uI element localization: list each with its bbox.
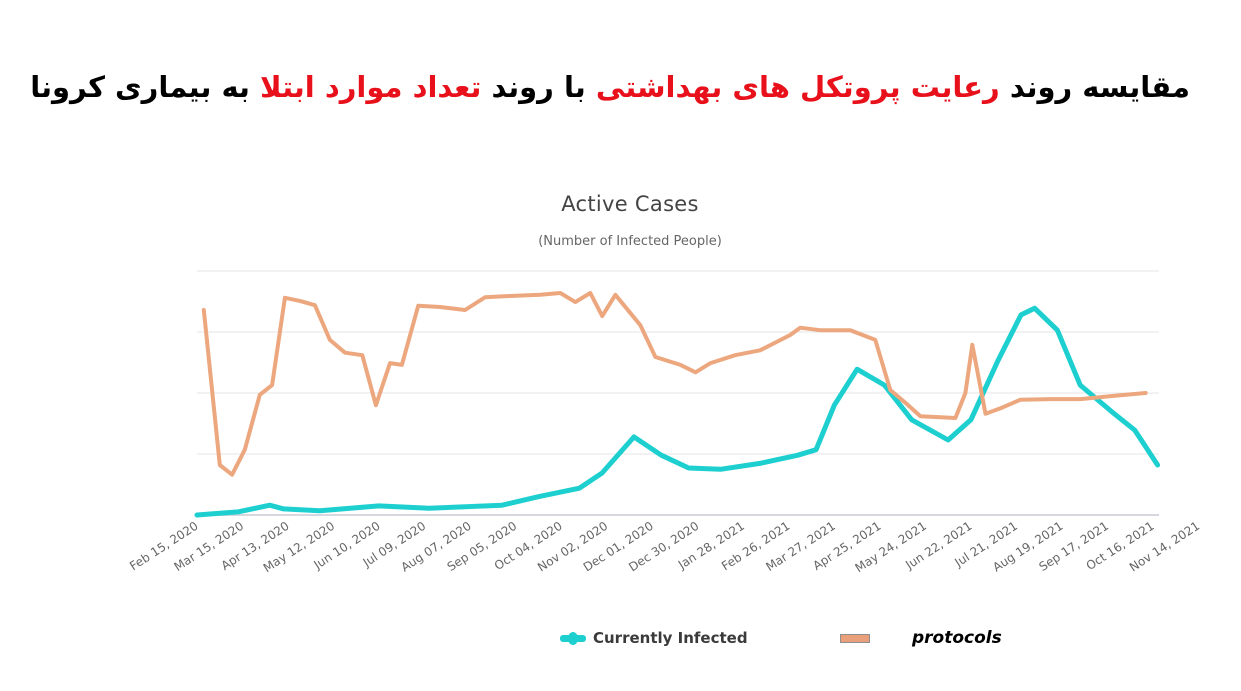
legend-swatch-orange-icon — [840, 633, 870, 643]
title-highlight-cases: تعداد موارد ابتلا — [260, 70, 482, 104]
legend-label: Currently Infected — [593, 629, 748, 647]
series-line-currently-infected[interactable] — [194, 305, 1161, 518]
legend-swatch-cyan-icon — [560, 631, 586, 645]
title-part: با روند — [481, 70, 596, 104]
legend-item-currently-infected[interactable]: Currently Infected — [560, 626, 748, 650]
title-part: مقایسه روند — [999, 70, 1190, 104]
series-line-protocols[interactable] — [201, 291, 1148, 477]
chart-title: Active Cases — [561, 192, 699, 216]
title-highlight-protocols: رعایت پروتکل های بهداشتی — [595, 70, 1000, 104]
title-part: به بیماری کرونا — [30, 70, 261, 104]
chart-subtitle: (Number of Infected People) — [538, 234, 722, 249]
page-title: مقایسه روند رعایت پروتکل های بهداشتی با … — [30, 62, 1190, 112]
legend-label: protocols — [912, 628, 1002, 648]
legend-item-protocols[interactable]: protocols — [840, 626, 1002, 650]
series-lines — [194, 291, 1161, 518]
gridlines — [197, 270, 1159, 516]
